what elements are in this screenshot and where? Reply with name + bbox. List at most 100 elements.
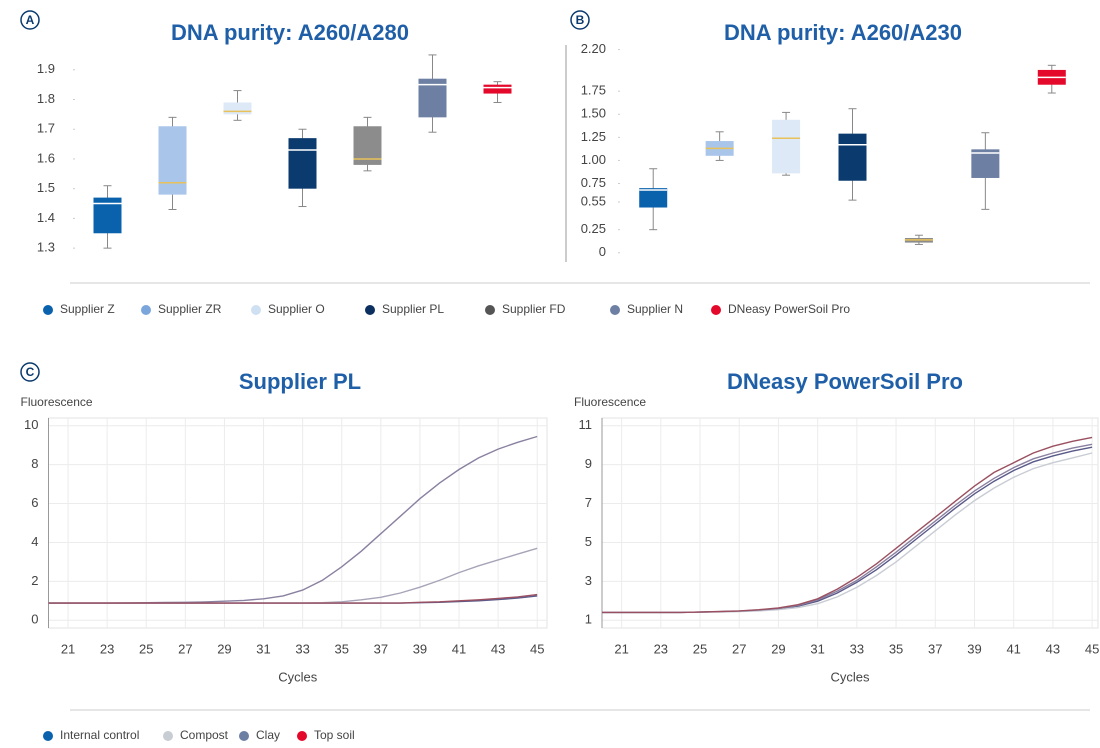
y-tick-label: 1.4 [37, 210, 55, 225]
line [48, 595, 538, 604]
y-tick-label: 0.75 [581, 175, 606, 190]
legend-label: Supplier ZR [158, 302, 222, 316]
legend-label: Supplier FD [502, 302, 566, 316]
y-tick-label: 10 [24, 417, 38, 432]
legend-swatch [251, 305, 261, 315]
legend-swatch [43, 731, 53, 741]
y-tick-label: 1.3 [37, 240, 55, 255]
y-tick-label: 1 [585, 612, 592, 627]
x-tick-label: 37 [928, 641, 942, 656]
y-tick-label: 0.25 [581, 221, 606, 236]
legend-swatch [711, 305, 721, 315]
box [158, 126, 187, 195]
x-tick-label: 41 [1006, 641, 1020, 656]
box [223, 102, 252, 115]
plot-frame [601, 417, 1099, 629]
panel-badge [20, 362, 40, 382]
y-tick-label: 1.8 [37, 91, 55, 106]
chart-title: DNA purity: A260/A230 [724, 20, 962, 45]
legend-label: Clay [256, 728, 280, 742]
legend-label: Supplier Z [60, 302, 115, 316]
legend-label: Supplier PL [382, 302, 444, 316]
x-tick-label: 29 [217, 641, 231, 656]
x-axis-label: Cycles [830, 669, 870, 684]
box [971, 149, 1000, 178]
box [288, 138, 317, 189]
x-tick-label: 45 [1085, 641, 1099, 656]
x-tick-label: 45 [530, 641, 544, 656]
y-tick-label: 8 [31, 456, 38, 471]
legend-label: DNeasy PowerSoil Pro [728, 302, 850, 316]
x-tick-label: 31 [810, 641, 824, 656]
x-tick-label: 35 [889, 641, 903, 656]
x-tick-label: 43 [491, 641, 505, 656]
legend-label: Supplier N [627, 302, 683, 316]
line [48, 435, 538, 604]
y-tick-label: 1.7 [37, 121, 55, 136]
x-tick-label: 43 [1046, 641, 1060, 656]
panel-label: B [576, 13, 585, 27]
y-tick-label: 5 [585, 534, 592, 549]
x-tick-label: 21 [614, 641, 628, 656]
x-tick-label: 33 [295, 641, 309, 656]
box [772, 119, 801, 174]
legend-swatch [485, 305, 495, 315]
legend-swatch [141, 305, 151, 315]
legend-label: Compost [180, 728, 229, 742]
legend-swatch [163, 731, 173, 741]
x-tick-label: 39 [967, 641, 981, 656]
panel-label: A [26, 13, 35, 27]
y-tick-label: 3 [585, 573, 592, 588]
chart-title: DNA purity: A260/A280 [171, 20, 409, 45]
box [483, 84, 512, 94]
x-tick-label: 25 [693, 641, 707, 656]
plot-frame [48, 417, 548, 629]
x-axis-label: Cycles [278, 669, 318, 684]
legend-swatch [239, 731, 249, 741]
y-tick-label: 0 [31, 612, 38, 627]
y-tick-label: 11 [579, 417, 593, 432]
y-tick-label: 1.5 [37, 180, 55, 195]
line [602, 446, 1093, 614]
y-tick-label: 0 [599, 244, 606, 259]
chart-title: Supplier PL [239, 369, 361, 394]
x-tick-label: 27 [732, 641, 746, 656]
box [838, 133, 867, 181]
y-tick-label: 1.75 [581, 83, 606, 98]
x-tick-label: 27 [178, 641, 192, 656]
x-tick-label: 37 [374, 641, 388, 656]
y-tick-label: 1.50 [581, 106, 606, 121]
panel-badge [570, 10, 590, 30]
y-axis-label: Fluorescence [21, 395, 93, 409]
y-tick-label: 6 [31, 495, 38, 510]
legend-label: Top soil [314, 728, 355, 742]
y-tick-label: 2 [31, 573, 38, 588]
line [602, 436, 1093, 614]
x-tick-label: 41 [452, 641, 466, 656]
line [48, 547, 538, 604]
legend-swatch [610, 305, 620, 315]
y-tick-label: 7 [585, 495, 592, 510]
y-tick-label: 1.00 [581, 152, 606, 167]
y-tick-label: 9 [585, 456, 592, 471]
line [602, 452, 1093, 614]
x-tick-label: 31 [256, 641, 270, 656]
y-tick-label: 1.9 [37, 61, 55, 76]
panel-badge [20, 10, 40, 30]
y-tick-label: 1.25 [581, 129, 606, 144]
legend-label: Internal control [60, 728, 139, 742]
x-tick-label: 23 [654, 641, 668, 656]
y-axis-label: Fluorescence [574, 395, 646, 409]
legend-swatch [297, 731, 307, 741]
x-tick-label: 21 [61, 641, 75, 656]
chart-title: DNeasy PowerSoil Pro [727, 369, 963, 394]
x-tick-label: 29 [771, 641, 785, 656]
legend-swatch [365, 305, 375, 315]
x-tick-label: 33 [850, 641, 864, 656]
line [48, 593, 538, 604]
x-tick-label: 35 [335, 641, 349, 656]
y-tick-label: 0.55 [581, 193, 606, 208]
x-tick-label: 39 [413, 641, 427, 656]
panel-label: C [26, 365, 35, 379]
